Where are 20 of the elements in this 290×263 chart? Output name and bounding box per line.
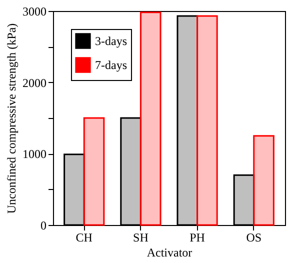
x-axis-title: Activator bbox=[146, 246, 192, 260]
bar bbox=[253, 135, 274, 226]
bar bbox=[120, 117, 142, 226]
legend-label: 3-days bbox=[95, 34, 128, 48]
x-tick-label: PH bbox=[190, 230, 206, 244]
y-axis-title: Unconfined compressive strength (kPa) bbox=[4, 23, 18, 214]
bar bbox=[233, 174, 255, 226]
y-tick-label: 2000 bbox=[22, 76, 46, 90]
bar bbox=[64, 154, 85, 226]
bar bbox=[196, 15, 218, 226]
y-tick-label: 3000 bbox=[22, 4, 46, 18]
y-tick-label: 1000 bbox=[22, 147, 46, 162]
legend-label: 7-days bbox=[95, 58, 128, 72]
bar bbox=[140, 12, 162, 226]
x-tick-label: OS bbox=[246, 230, 262, 244]
bar bbox=[176, 15, 198, 226]
x-tick-label: SH bbox=[133, 230, 149, 244]
x-tick-label: CH bbox=[76, 230, 93, 244]
bar bbox=[83, 117, 105, 226]
y-tick-label: 0 bbox=[40, 218, 46, 232]
